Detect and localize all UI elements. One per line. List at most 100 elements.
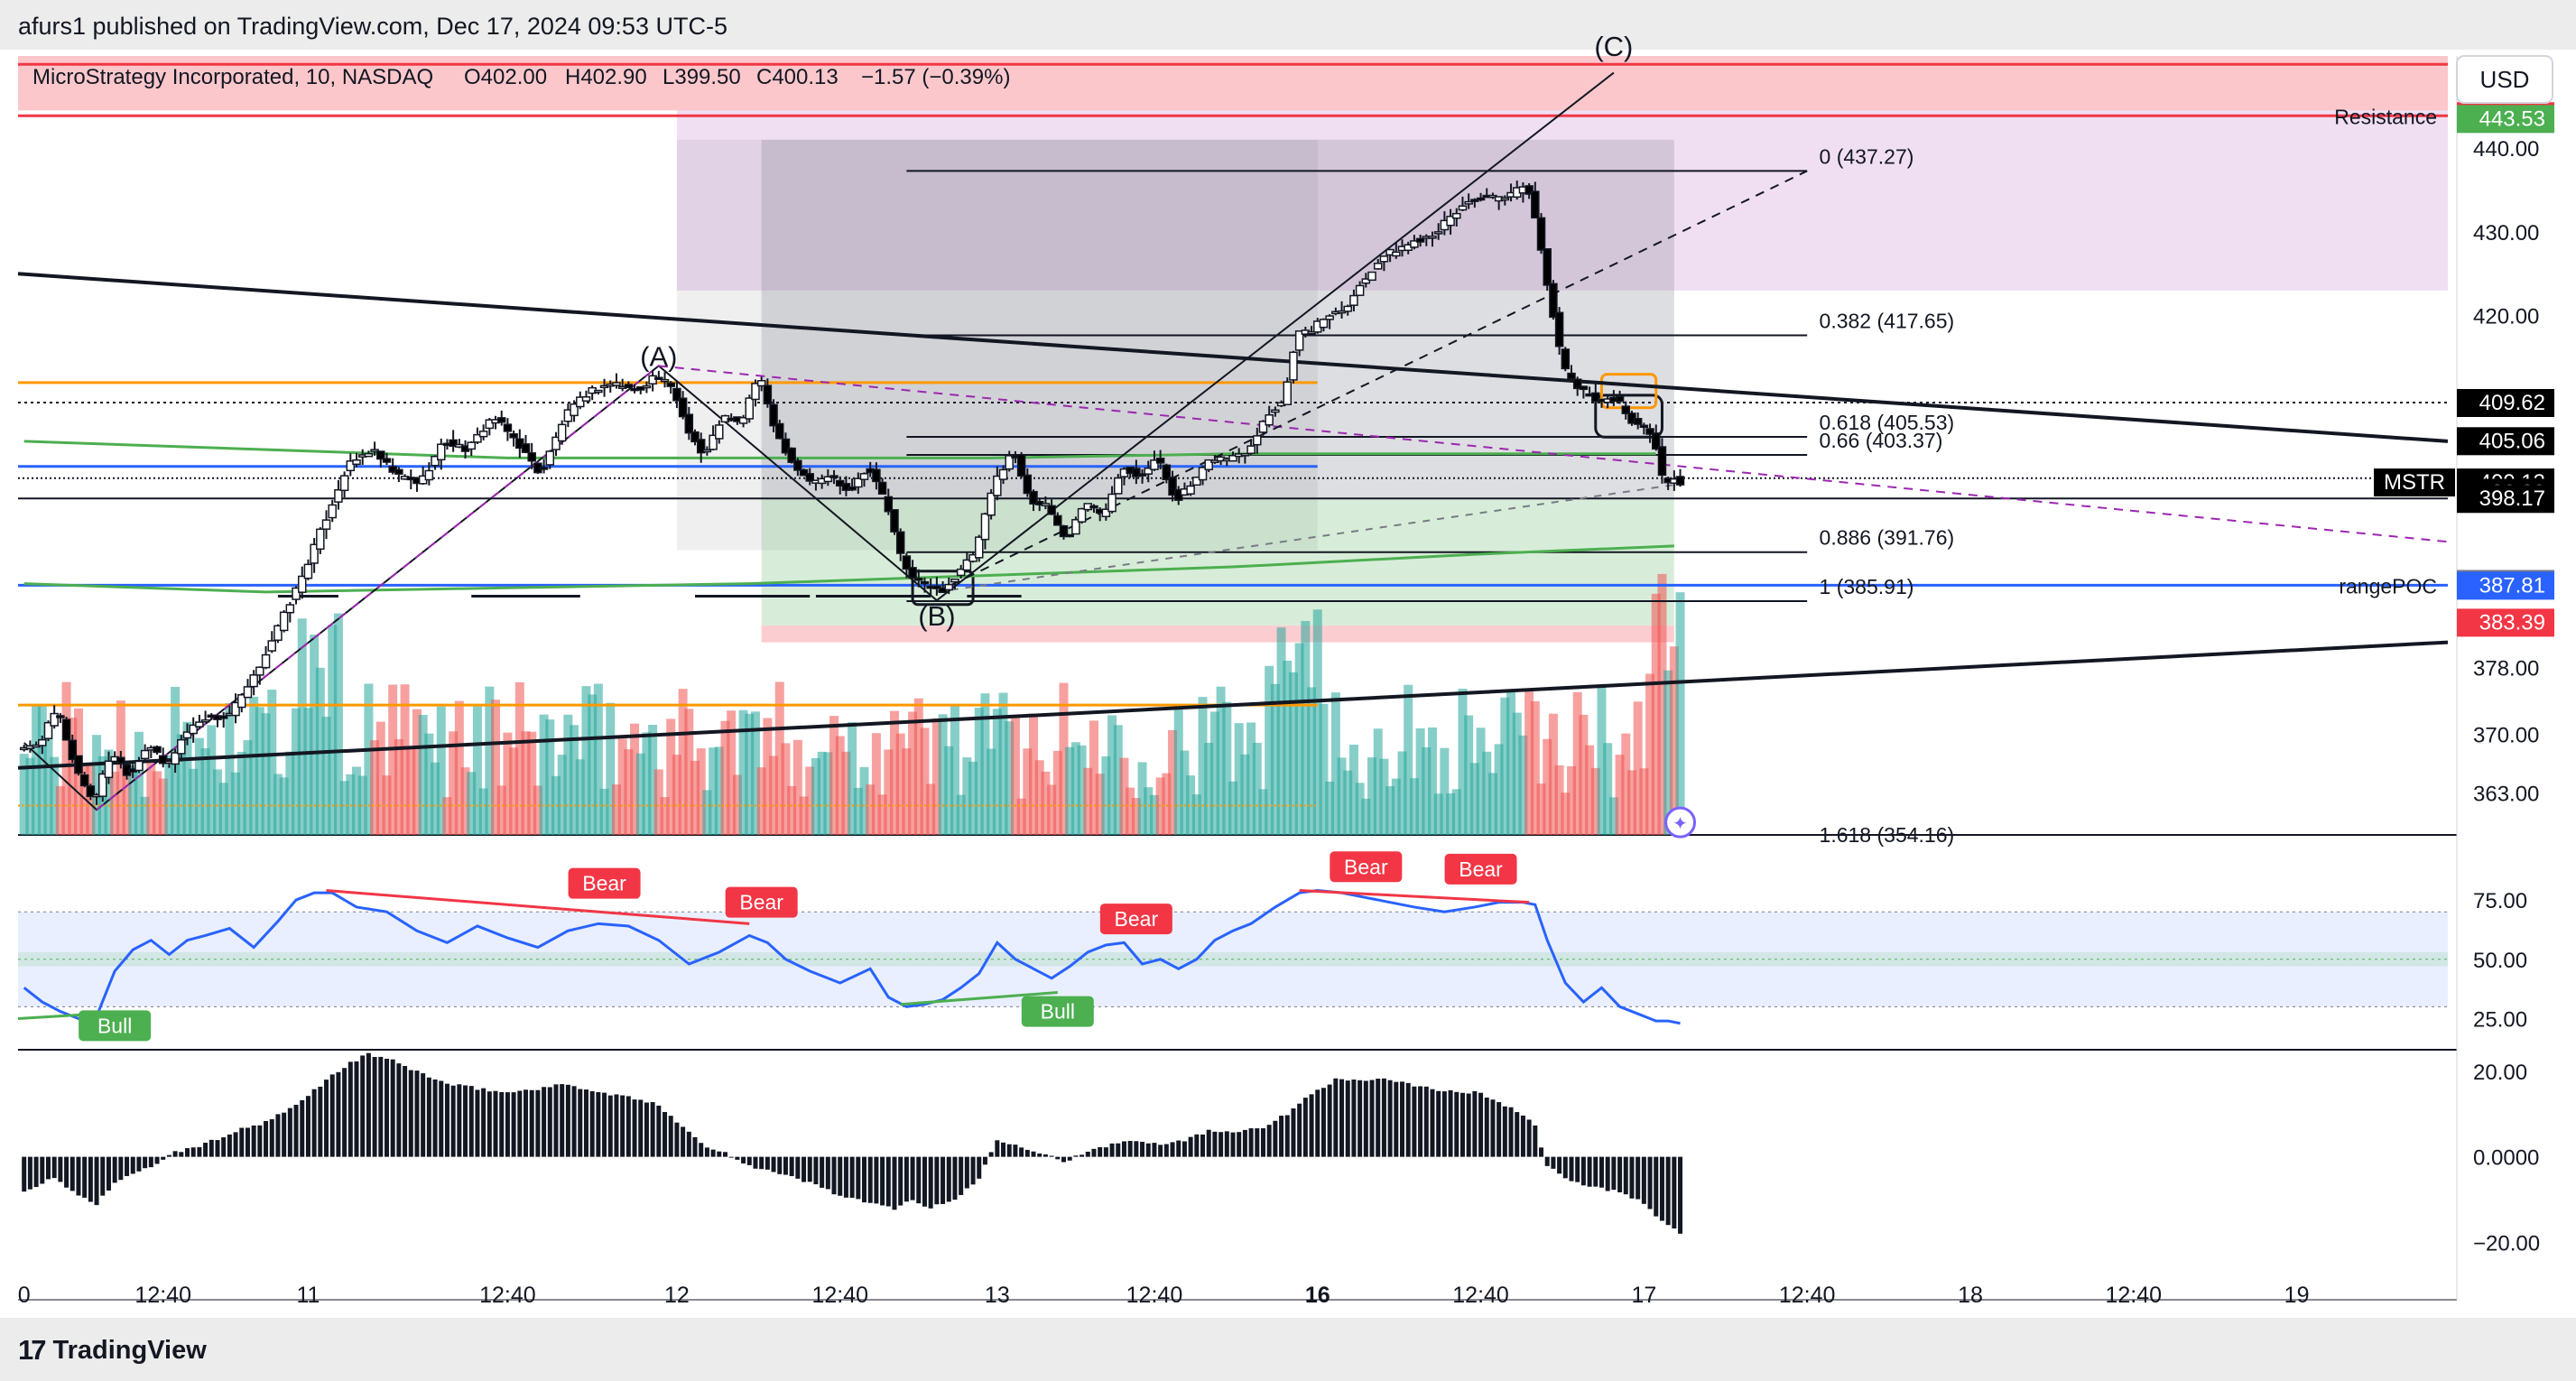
histogram-bar: [197, 1146, 202, 1157]
histogram-bar: [148, 1156, 153, 1168]
candle-body: [1029, 490, 1038, 505]
histogram-bar: [903, 1156, 909, 1202]
volume-bar: [817, 751, 827, 835]
candle-body: [1289, 351, 1298, 381]
volume-bar: [1101, 755, 1111, 835]
candle-body: [303, 563, 313, 579]
volume-bar: [630, 723, 640, 835]
candle-body: [1059, 524, 1069, 538]
volume-bar: [902, 748, 912, 835]
projection-zone: [676, 110, 2448, 291]
volume-bar: [43, 722, 53, 835]
histogram-bar: [663, 1111, 668, 1157]
histogram-bar: [444, 1083, 449, 1157]
histogram-bar: [922, 1156, 927, 1207]
volume-bar: [255, 707, 264, 835]
histogram-bar: [674, 1122, 680, 1157]
volume-bar: [1222, 701, 1232, 835]
volume-bar: [364, 683, 374, 835]
volume-bar: [110, 771, 120, 835]
histogram-bar: [439, 1080, 444, 1157]
candle-body: [987, 492, 996, 516]
candle-body: [140, 749, 150, 760]
volume-bar: [32, 706, 42, 835]
histogram-bar: [1042, 1154, 1048, 1157]
histogram-bar: [1357, 1080, 1363, 1157]
histogram-bar: [1152, 1143, 1157, 1157]
volume-bar: [521, 731, 531, 835]
volume-bar: [279, 777, 289, 835]
candle-body: [424, 469, 434, 481]
candle-body: [279, 611, 289, 632]
volume-bar: [1355, 783, 1365, 835]
time-tick: 12:40: [1126, 1283, 1183, 1308]
candle-body: [1077, 507, 1087, 523]
rsi-tick: 75.00: [2473, 889, 2527, 913]
volume-bar: [920, 728, 930, 835]
volume-bar: [1446, 792, 1456, 835]
histogram-bar: [112, 1156, 117, 1183]
volume-bar: [581, 686, 591, 835]
tradingview-logo[interactable]: 17 TradingView: [18, 1334, 207, 1367]
candle-body: [1016, 454, 1026, 477]
candle-body: [781, 438, 791, 454]
price-badge-label: 387.81: [2479, 573, 2545, 598]
histogram-bar: [342, 1068, 347, 1157]
volume-bar: [1536, 783, 1546, 835]
candle-body: [171, 752, 180, 765]
histogram-bar: [1224, 1131, 1229, 1157]
publisher-line: afurs1 published on TradingView.com, Dec…: [18, 13, 727, 40]
volume-bar: [164, 755, 174, 835]
volume-bar: [1391, 778, 1401, 835]
candle-body: [267, 640, 277, 652]
histogram-bar: [681, 1126, 686, 1157]
candle-body: [509, 432, 518, 439]
histogram-bar: [843, 1156, 848, 1198]
candle-body: [50, 712, 59, 727]
volume-bar: [1464, 715, 1474, 835]
histogram-bar: [305, 1096, 310, 1157]
candle-body: [68, 739, 78, 761]
histogram-bar: [1539, 1147, 1544, 1157]
volume-bar: [1603, 743, 1613, 835]
wave-label: (B): [918, 600, 955, 632]
candle-body: [1379, 255, 1389, 263]
histogram-bar: [27, 1156, 32, 1190]
candle-body: [715, 424, 724, 440]
candle-body: [153, 746, 162, 754]
volume-bar: [25, 757, 35, 835]
candle-body: [478, 431, 488, 438]
volume-bar: [792, 739, 802, 835]
histogram-bar: [820, 1156, 825, 1188]
candle-body: [1561, 348, 1571, 370]
volume-bar: [848, 722, 857, 835]
histogram-bar: [1085, 1151, 1090, 1157]
candle-body: [134, 760, 144, 772]
candle-body: [334, 488, 343, 503]
histogram-bar: [1508, 1107, 1514, 1157]
volume-bar: [811, 757, 820, 835]
candle-body: [473, 433, 482, 443]
candle-body: [570, 403, 579, 417]
volume-bar: [1034, 760, 1044, 835]
histogram-bar: [76, 1156, 81, 1196]
candle-body: [914, 578, 923, 581]
bear-badge: [568, 867, 641, 899]
candle-body: [503, 423, 513, 432]
candle-body: [612, 382, 621, 386]
histogram-bar: [1024, 1149, 1030, 1157]
price-badge: [2457, 571, 2554, 600]
histogram-bar: [414, 1071, 420, 1157]
divergence-line: [900, 991, 1058, 1006]
volume-bar: [666, 718, 676, 835]
currency-button[interactable]: [2456, 55, 2553, 104]
histogram-bar: [1006, 1144, 1012, 1157]
volume-bar: [1095, 774, 1105, 835]
volume-bar: [134, 731, 144, 835]
divergence-label: Bull: [97, 1014, 132, 1037]
candle-body: [527, 452, 536, 462]
volume-bar: [406, 748, 416, 835]
histogram-bar: [1641, 1156, 1646, 1204]
volume-bar: [467, 772, 477, 835]
